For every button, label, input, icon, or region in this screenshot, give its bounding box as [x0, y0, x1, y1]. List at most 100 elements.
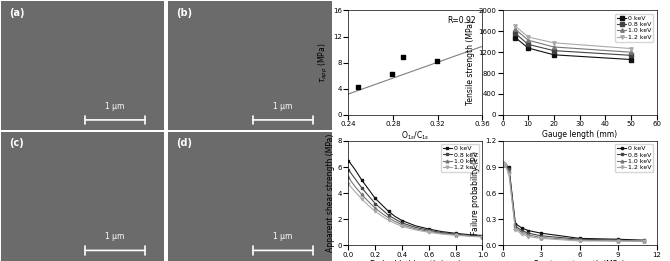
- 0 keV: [351, 168, 359, 171]
- Text: (a): (a): [9, 8, 24, 18]
- 0.8 keV: [500, 163, 508, 166]
- 1.0 keV: [411, 227, 419, 230]
- 0 keV: [358, 179, 366, 182]
- Line: 0.8 keV: 0.8 keV: [501, 161, 645, 242]
- 1.2 keV: [344, 182, 352, 186]
- Point: [387, 72, 397, 76]
- Y-axis label: $\tau_{app}$ (MPa): $\tau_{app}$ (MPa): [318, 42, 330, 83]
- 1.0 keV: [640, 239, 648, 242]
- 0.8 keV: [438, 231, 446, 234]
- Line: 0.8 keV: 0.8 keV: [347, 168, 484, 238]
- 0.8 keV: [498, 161, 507, 164]
- 1.2 keV: [524, 35, 532, 39]
- 0.8 keV: [550, 49, 558, 52]
- 0.8 keV: [398, 221, 406, 224]
- 0 keV: [524, 46, 532, 50]
- 0 keV: [364, 188, 373, 191]
- 1.0 keV: [391, 220, 399, 223]
- 0.8 keV: [518, 229, 526, 232]
- X-axis label: Gauge length (mm): Gauge length (mm): [542, 130, 617, 139]
- Line: 1.0 keV: 1.0 keV: [501, 161, 645, 242]
- Line: 1.2 keV: 1.2 keV: [514, 24, 632, 50]
- X-axis label: Fracture strength (MPa): Fracture strength (MPa): [534, 260, 625, 261]
- Line: 0 keV: 0 keV: [501, 161, 645, 241]
- 1.2 keV: [425, 231, 433, 234]
- 1.2 keV: [501, 164, 509, 167]
- 0.8 keV: [478, 235, 486, 238]
- 0 keV: [478, 234, 486, 237]
- 1.2 keV: [465, 235, 473, 238]
- 0.8 keV: [358, 186, 366, 189]
- 0.8 keV: [425, 229, 433, 232]
- Y-axis label: Failure probability (P$_f$): Failure probability (P$_f$): [469, 150, 482, 236]
- Point: [353, 85, 364, 90]
- 1.0 keV: [511, 28, 519, 31]
- 1.2 keV: [371, 210, 379, 213]
- 0.8 keV: [351, 177, 359, 180]
- 0 keV: [465, 233, 473, 236]
- 0.8 keV: [576, 238, 584, 241]
- Line: 1.0 keV: 1.0 keV: [347, 176, 484, 238]
- X-axis label: Embedded length (mm): Embedded length (mm): [370, 260, 461, 261]
- 0.8 keV: [505, 167, 513, 170]
- 1.2 keV: [550, 41, 558, 44]
- 0 keV: [501, 164, 509, 167]
- 0.8 keV: [524, 43, 532, 46]
- 1.0 keV: [344, 176, 352, 179]
- 1.0 keV: [465, 234, 473, 238]
- 1.0 keV: [385, 216, 393, 220]
- 1.2 keV: [411, 228, 419, 232]
- 1.0 keV: [378, 212, 386, 215]
- 0.8 keV: [391, 218, 399, 221]
- 1.2 keV: [511, 228, 519, 231]
- 0 keV: [385, 210, 393, 213]
- 1.2 keV: [351, 190, 359, 193]
- 0.8 keV: [371, 202, 379, 205]
- 0 keV: [576, 237, 584, 240]
- 1.0 keV: [627, 51, 635, 54]
- 0.8 keV: [364, 194, 373, 197]
- Line: 1.2 keV: 1.2 keV: [501, 161, 645, 242]
- 1.0 keV: [614, 239, 622, 242]
- 0 keV: [550, 53, 558, 56]
- Y-axis label: Apparent shear strength (MPa): Apparent shear strength (MPa): [326, 134, 335, 252]
- Point: [398, 55, 409, 60]
- 1.0 keV: [452, 233, 460, 236]
- 1.2 keV: [438, 233, 446, 236]
- 1.2 keV: [505, 173, 513, 176]
- 0.8 keV: [501, 164, 509, 167]
- 1.0 keV: [537, 236, 545, 239]
- Text: 1 μm: 1 μm: [273, 232, 292, 241]
- 0 keV: [640, 239, 648, 242]
- Text: (d): (d): [176, 138, 192, 148]
- 1.0 keV: [501, 164, 509, 167]
- 1.0 keV: [425, 230, 433, 233]
- Y-axis label: Tensile strength (MPa): Tensile strength (MPa): [466, 20, 476, 105]
- 0.8 keV: [627, 54, 635, 57]
- 0 keV: [391, 215, 399, 218]
- 0 keV: [425, 227, 433, 231]
- 0 keV: [511, 222, 519, 225]
- Text: R=0.92: R=0.92: [447, 16, 476, 25]
- 0 keV: [438, 230, 446, 233]
- 1.0 keV: [364, 200, 373, 203]
- 1.2 keV: [511, 25, 519, 28]
- 0.8 keV: [537, 234, 545, 237]
- Line: 0 keV: 0 keV: [514, 36, 632, 61]
- 1.0 keV: [505, 170, 513, 173]
- 1.2 keV: [378, 215, 386, 218]
- 0.8 keV: [344, 168, 352, 171]
- Text: (c): (c): [9, 138, 23, 148]
- 0 keV: [411, 224, 419, 227]
- Text: 1 μm: 1 μm: [105, 102, 125, 111]
- Legend: 0 keV, 0.8 keV, 1.0 keV, 1.2 keV: 0 keV, 0.8 keV, 1.0 keV, 1.2 keV: [615, 14, 653, 41]
- 1.2 keV: [498, 161, 507, 164]
- 1.2 keV: [614, 239, 622, 242]
- 1.2 keV: [385, 219, 393, 222]
- 0 keV: [452, 232, 460, 235]
- 1.0 keV: [524, 233, 532, 236]
- 1.0 keV: [438, 232, 446, 235]
- 1.0 keV: [398, 223, 406, 226]
- 1.2 keV: [478, 235, 486, 239]
- 0.8 keV: [614, 239, 622, 242]
